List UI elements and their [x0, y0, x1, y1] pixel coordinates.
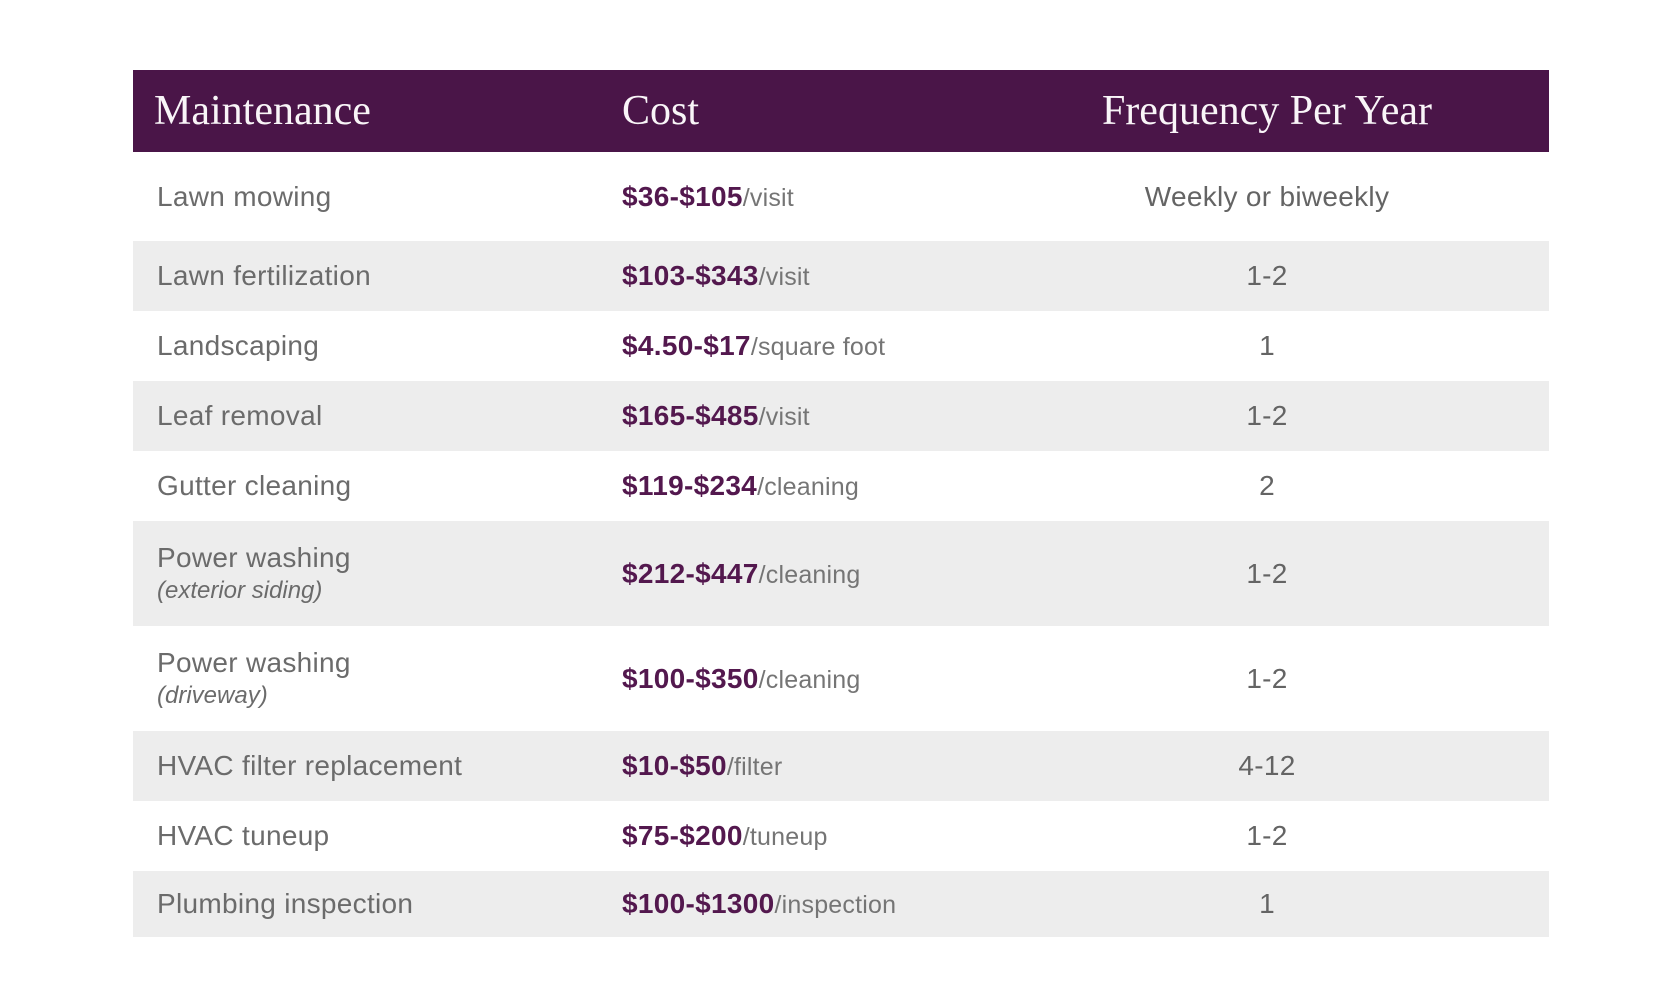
cost-cell: $103-$343/visit [622, 259, 985, 293]
maintenance-cell: Gutter cleaning [133, 469, 622, 503]
column-header-frequency: Frequency Per Year [1101, 88, 1433, 134]
frequency-value: 4-12 [1238, 750, 1296, 781]
maintenance-cell: Power washing (exterior siding) [133, 541, 622, 605]
maintenance-cell: HVAC filter replacement [133, 749, 622, 783]
cost-cell: $4.50-$17/square foot [622, 329, 985, 363]
maintenance-cell: HVAC tuneup [133, 819, 622, 853]
cost-cell: $36-$105/visit [622, 180, 985, 214]
cost-unit: /visit [758, 263, 810, 292]
cost-unit: /cleaning [758, 665, 861, 694]
maintenance-label: HVAC filter replacement [157, 750, 463, 782]
maintenance-sublabel: (exterior siding) [157, 576, 323, 604]
cost-unit: /cleaning [758, 560, 861, 589]
table-row: Lawn fertilization $103-$343/visit 1-2 [133, 241, 1549, 311]
table-header-row: Maintenance Cost Frequency Per Year [133, 70, 1549, 152]
table-row: Lawn mowing $36-$105/visit Weekly or biw… [133, 152, 1549, 241]
cost-cell: $165-$485/visit [622, 399, 985, 433]
maintenance-label: HVAC tuneup [157, 820, 330, 852]
table-row: Power washing (exterior siding) $212-$44… [133, 521, 1549, 626]
maintenance-label: Lawn mowing [157, 180, 332, 212]
cost-value: $212-$447 [622, 557, 759, 589]
cost-cell: $119-$234/cleaning [622, 469, 985, 503]
table-row: HVAC filter replacement $10-$50/filter 4… [133, 731, 1549, 801]
cost-cell: $10-$50/filter [622, 749, 985, 783]
table-body: Lawn mowing $36-$105/visit Weekly or biw… [133, 152, 1549, 937]
cost-cell: $100-$1300/inspection [622, 887, 985, 921]
maintenance-label: Power washing [157, 647, 351, 679]
maintenance-label: Gutter cleaning [157, 470, 352, 502]
maintenance-cell: Lawn mowing [133, 180, 622, 214]
table-row: Power washing (driveway) $100-$350/clean… [133, 626, 1549, 731]
maintenance-label: Lawn fertilization [157, 260, 371, 292]
cost-value: $103-$343 [622, 260, 759, 292]
cost-unit: /inspection [774, 891, 897, 920]
cost-unit: /visit [742, 183, 794, 212]
frequency-value: 1 [1259, 330, 1275, 361]
cost-cell: $212-$447/cleaning [622, 557, 985, 591]
table-row: Landscaping $4.50-$17/square foot 1 [133, 311, 1549, 381]
table-row: Leaf removal $165-$485/visit 1-2 [133, 381, 1549, 451]
frequency-value: 1-2 [1246, 662, 1288, 694]
maintenance-sublabel: (driveway) [157, 681, 268, 709]
cost-value: $75-$200 [622, 820, 743, 852]
maintenance-cell: Lawn fertilization [133, 259, 622, 293]
frequency-value: 1 [1259, 888, 1275, 919]
cost-value: $165-$485 [622, 400, 759, 432]
cost-cell: $100-$350/cleaning [622, 662, 985, 696]
maintenance-cell: Plumbing inspection [133, 887, 622, 921]
cost-value: $36-$105 [622, 180, 743, 212]
maintenance-cell: Leaf removal [133, 399, 622, 433]
cost-value: $10-$50 [622, 750, 727, 782]
frequency-value: 1-2 [1246, 557, 1288, 589]
cost-unit: /filter [726, 753, 783, 782]
frequency-value: Weekly or biweekly [1144, 180, 1390, 212]
cost-unit: /visit [758, 403, 810, 432]
maintenance-label: Leaf removal [157, 400, 323, 432]
frequency-value: 2 [1259, 470, 1275, 501]
table-row: Plumbing inspection $100-$1300/inspectio… [133, 871, 1549, 937]
cost-unit: /square foot [750, 333, 886, 362]
cost-cell: $75-$200/tuneup [622, 819, 985, 853]
table-row: HVAC tuneup $75-$200/tuneup 1-2 [133, 801, 1549, 871]
table-row: Gutter cleaning $119-$234/cleaning 2 [133, 451, 1549, 521]
frequency-value: 1-2 [1246, 820, 1288, 851]
cost-value: $100-$1300 [622, 888, 775, 920]
maintenance-cell: Landscaping [133, 329, 622, 363]
column-header-cost: Cost [622, 88, 700, 134]
cost-value: $4.50-$17 [622, 330, 751, 362]
cost-unit: /tuneup [742, 823, 828, 852]
maintenance-label: Power washing [157, 542, 351, 574]
frequency-value: 1-2 [1246, 260, 1288, 291]
column-header-maintenance: Maintenance [154, 88, 371, 134]
maintenance-cost-table: Maintenance Cost Frequency Per Year Lawn… [133, 70, 1549, 937]
frequency-value: 1-2 [1246, 400, 1288, 431]
maintenance-label: Plumbing inspection [157, 888, 414, 920]
cost-unit: /cleaning [757, 473, 859, 502]
cost-value: $100-$350 [622, 662, 759, 694]
maintenance-label: Landscaping [157, 330, 320, 362]
maintenance-cell: Power washing (driveway) [133, 646, 622, 710]
cost-value: $119-$234 [622, 470, 758, 502]
